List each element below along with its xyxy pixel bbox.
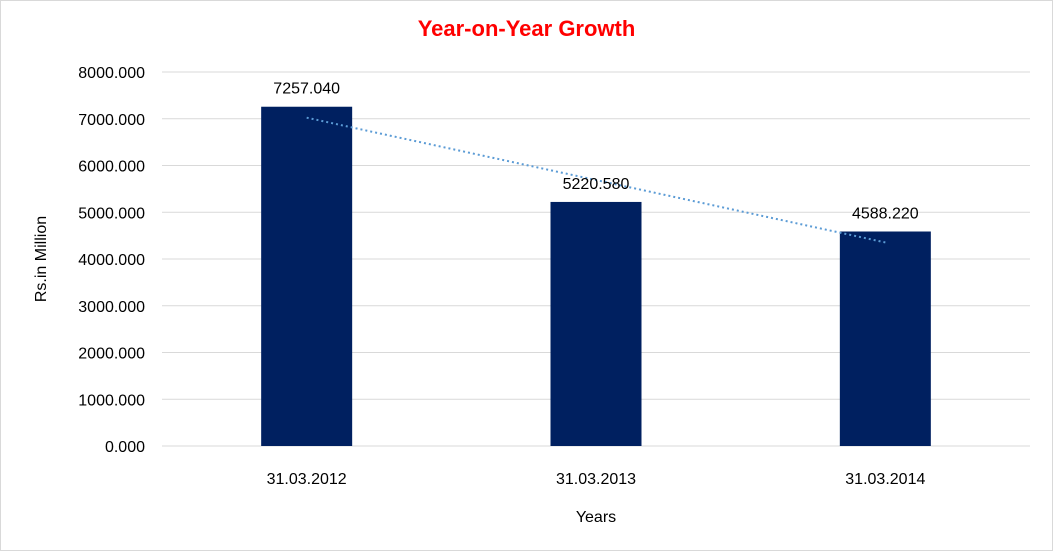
bar [261, 106, 353, 446]
y-tick-label: 0.000 [105, 439, 145, 456]
y-tick-label: 6000.000 [78, 159, 145, 176]
y-tick-label: 5000.000 [78, 205, 145, 222]
y-tick-label: 7000.000 [78, 112, 145, 129]
y-tick-label: 8000.000 [78, 65, 145, 82]
chart-title: Year-on-Year Growth [417, 16, 636, 41]
bar [839, 231, 931, 446]
trendline [306, 116, 886, 244]
data-label: 4588.220 [852, 206, 919, 223]
y-axis-title: Rs.in Million [33, 216, 50, 302]
y-tick-label: 4000.000 [78, 252, 145, 269]
bar [550, 201, 642, 446]
x-axis-title: Years [576, 509, 616, 526]
x-tick-label: 31.03.2012 [267, 471, 347, 488]
x-tick-label: 31.03.2014 [845, 471, 925, 488]
data-label: 7257.040 [273, 81, 340, 98]
y-tick-label: 3000.000 [78, 299, 145, 316]
y-tick-label: 2000.000 [78, 346, 145, 363]
data-label: 5220.580 [563, 176, 630, 193]
y-tick-label: 1000.000 [78, 392, 145, 409]
x-tick-label: 31.03.2013 [556, 471, 636, 488]
